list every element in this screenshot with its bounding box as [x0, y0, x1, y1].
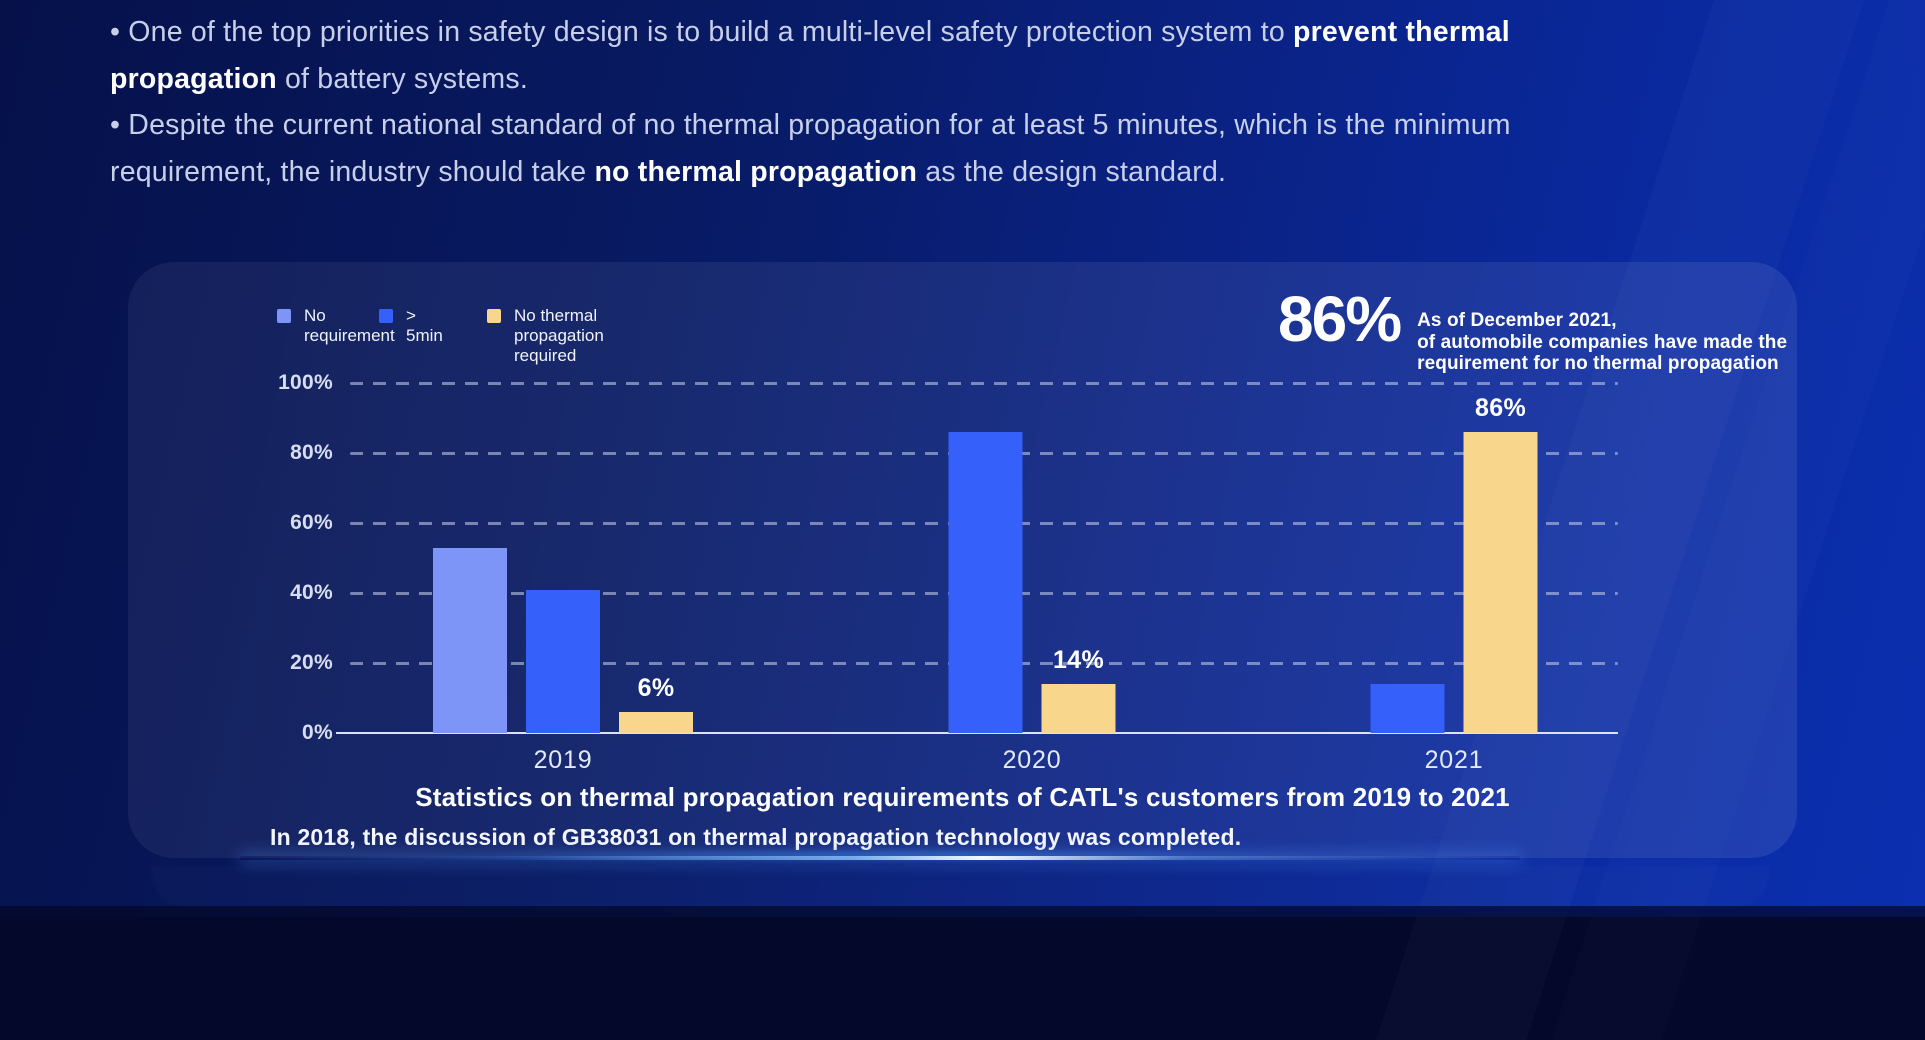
x-axis-label-2020: 2020 — [1002, 746, 1062, 774]
y-axis-tick-label: 40% — [290, 581, 333, 604]
bar-group-2020: 14% — [948, 432, 1116, 733]
bar-group-2019: 6% — [433, 547, 693, 733]
bar-2019-no-requirement — [433, 547, 507, 733]
footnote: In 2018, the discussion of GB38031 on th… — [270, 824, 1242, 850]
card-reflection — [150, 866, 1770, 910]
y-axis-tick-label: 20% — [290, 651, 333, 674]
stat-description-line: of automobile companies have made the — [1417, 331, 1788, 353]
y-axis-tick-labels: 0% 20% 40% 60% 80% 100% — [128, 371, 333, 744]
y-axis-tick-label: 0% — [302, 721, 333, 744]
legend-label: > 5min — [406, 306, 443, 345]
chart-card: No requirement > 5min No thermal propagati… — [128, 262, 1797, 858]
bar-value-label: 6% — [637, 674, 675, 702]
legend-swatch-icon — [379, 309, 393, 323]
bar-2021--5min — [1370, 684, 1445, 733]
bottom-vignette — [0, 906, 1925, 917]
slide-background: • One of the top priorities in safety de… — [0, 0, 1925, 917]
bottom-glow-line — [240, 856, 1520, 860]
stat-value: 86% — [1278, 283, 1402, 355]
stat-description-line: As of December 2021, — [1417, 310, 1617, 331]
bar-group-2021: 86% — [1370, 394, 1538, 733]
x-axis-line — [336, 732, 1618, 734]
text-run: requirement, the industry should take — [110, 155, 595, 188]
chart-title: Statistics on thermal propagation requir… — [415, 782, 1510, 812]
legend-item: No requirement — [277, 306, 404, 346]
bullet-line: • One of the top priorities in safety de… — [110, 9, 1810, 56]
stat-callout: 86% As of December 2021, of automobile co… — [1278, 283, 1787, 375]
bar-chart-plot: 6% 14% 86% — [336, 382, 1618, 734]
bar-2020-no-thermal-propagation-required: 14% — [1041, 646, 1116, 733]
x-axis-label-2019: 2019 — [533, 746, 593, 774]
bar-2019--5min — [526, 589, 600, 733]
text-run: propagation — [110, 62, 277, 95]
text-run: as the design standard. — [917, 155, 1227, 188]
text-run: of battery systems. — [276, 62, 528, 95]
y-axis-tick-label: 100% — [278, 371, 333, 394]
bar-2021-no-thermal-propagation-required: 86% — [1463, 394, 1538, 733]
bullet-line: propagation of battery systems. — [110, 56, 1810, 103]
bullet-line: • Despite the current national standard … — [110, 102, 1810, 149]
legend-item: > 5min — [379, 306, 443, 346]
legend-label: No thermal propagation required — [514, 306, 604, 365]
text-run: prevent thermal — [1293, 16, 1510, 48]
text-run: no thermal propagation — [594, 155, 918, 188]
stat-description: As of December 2021, of automobile compan… — [1417, 290, 1787, 375]
legend-swatch-icon — [487, 309, 501, 323]
bar-2019-no-thermal-propagation-required: 6% — [619, 674, 693, 733]
stat-description-line: requirement for no thermal propagation — [1417, 353, 1779, 374]
intro-bullet-text: • One of the top priorities in safety de… — [110, 9, 1810, 195]
bar-value-label: 14% — [1053, 646, 1104, 674]
legend-item: No thermal propagation required — [487, 306, 604, 366]
legend-label: No requirement — [304, 306, 395, 345]
bar-value-label: 86% — [1475, 394, 1526, 422]
y-axis-tick-label: 80% — [290, 441, 333, 464]
x-axis-category-labels: 2019 2020 2021 — [350, 746, 1618, 780]
y-axis-tick-label: 60% — [290, 511, 333, 534]
text-run: • Despite the current national standard … — [110, 109, 1511, 141]
bar-2020--5min — [948, 432, 1023, 733]
legend-swatch-icon — [277, 309, 291, 323]
text-run: • One of the top priorities in safety de… — [110, 16, 1293, 48]
bullet-line: requirement, the industry should take no… — [110, 149, 1810, 196]
x-axis-label-2021: 2021 — [1424, 746, 1484, 774]
gridline — [350, 382, 1618, 385]
